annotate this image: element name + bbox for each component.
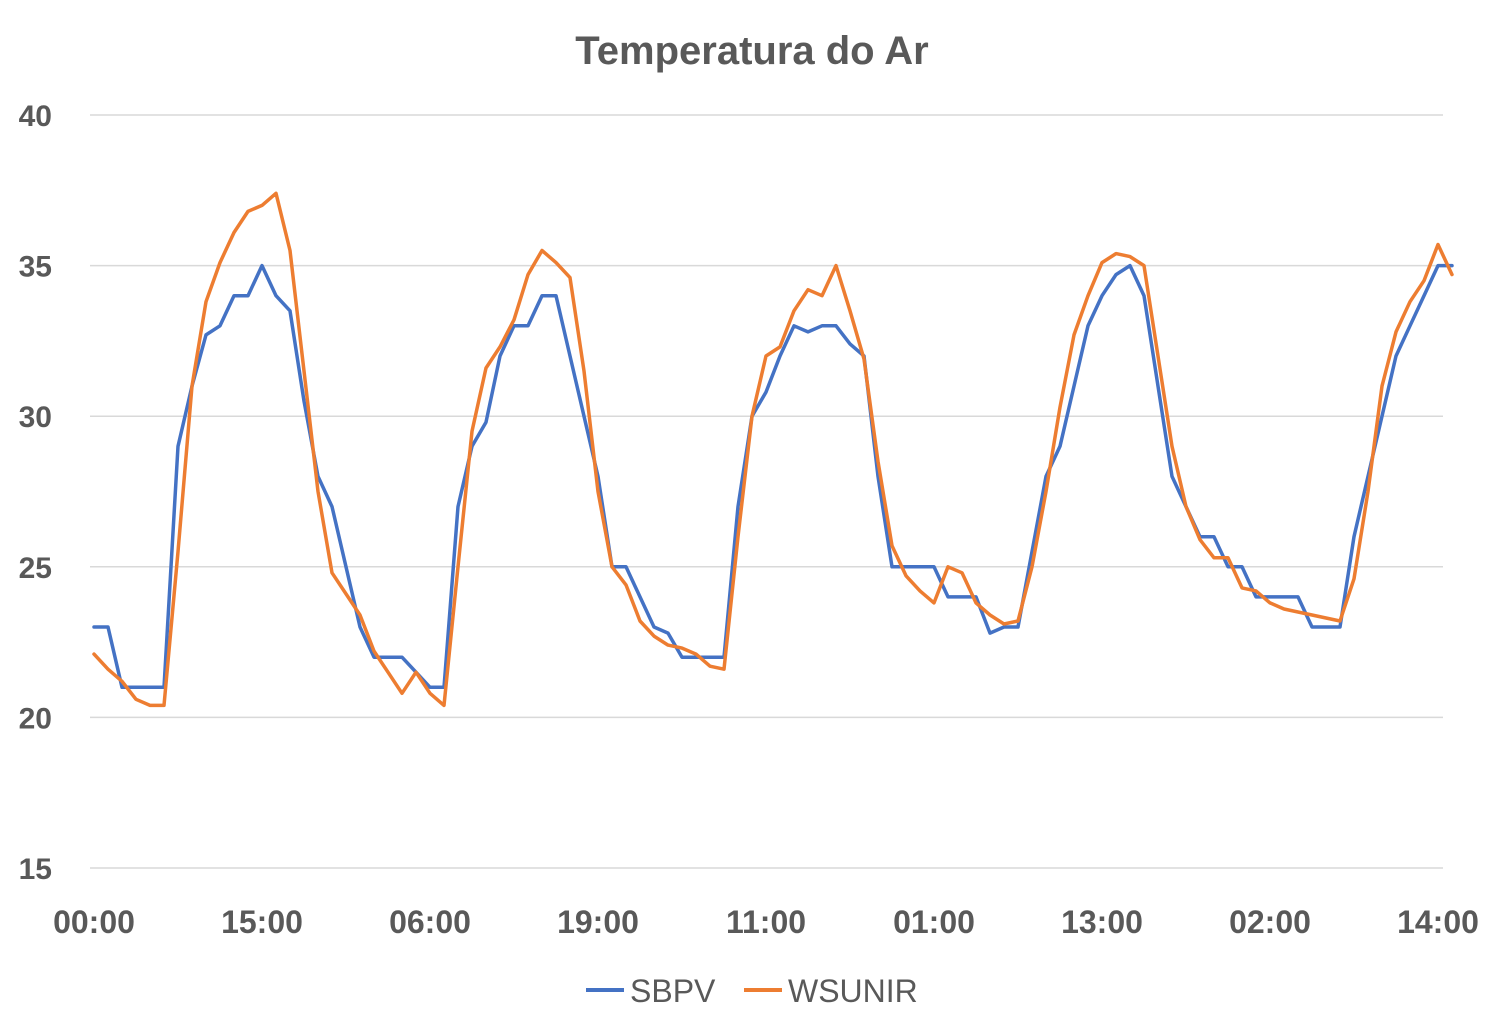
series-lines <box>92 191 1454 708</box>
legend-label-sbpv: SBPV <box>630 973 716 1009</box>
legend: SBPV WSUNIR <box>586 973 918 1009</box>
gridlines <box>90 114 1443 869</box>
y-tick-label: 25 <box>19 552 52 585</box>
y-tick-label: 15 <box>19 853 52 886</box>
x-tick-label: 02:00 <box>1229 904 1311 940</box>
series-line-sbpv <box>92 263 1454 690</box>
legend-label-wsunir: WSUNIR <box>788 973 918 1009</box>
x-axis-ticks: 00:00 15:00 06:00 19:00 11:00 01:00 13:00 02:00… <box>53 904 1479 940</box>
x-tick-label: 19:00 <box>557 904 639 940</box>
series-line-wsunir <box>92 191 1454 708</box>
y-tick-label: 20 <box>19 702 52 735</box>
y-axis-ticks: 15 20 25 30 35 40 <box>19 100 52 886</box>
chart-title: Temperatura do Ar <box>575 29 928 73</box>
y-tick-label: 30 <box>19 401 52 434</box>
x-tick-label: 00:00 <box>53 904 135 940</box>
x-tick-label: 01:00 <box>893 904 975 940</box>
x-tick-label: 15:00 <box>221 904 303 940</box>
x-tick-label: 14:00 <box>1397 904 1479 940</box>
y-tick-label: 35 <box>19 251 52 284</box>
x-tick-label: 13:00 <box>1061 904 1143 940</box>
x-tick-label: 11:00 <box>726 904 806 940</box>
x-tick-label: 06:00 <box>389 904 471 940</box>
y-tick-label: 40 <box>19 100 52 133</box>
